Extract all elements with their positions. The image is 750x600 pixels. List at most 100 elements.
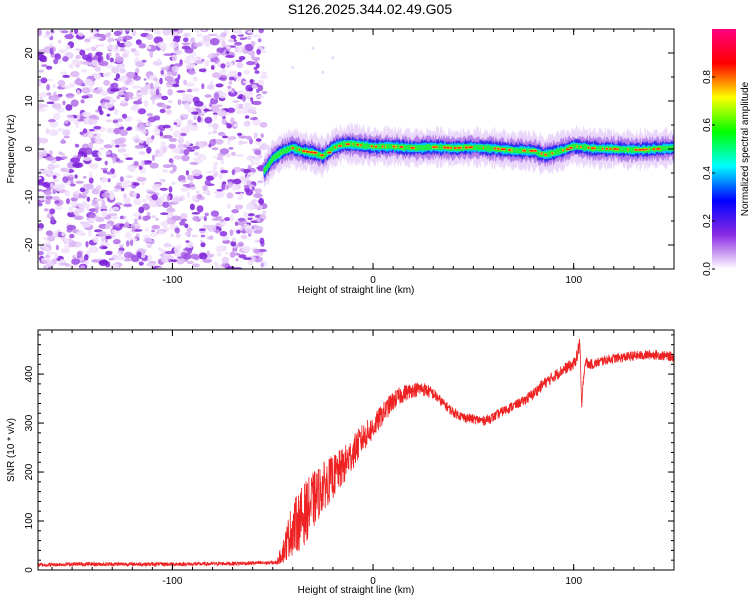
- noise-blob: [150, 203, 158, 207]
- colorbar-tick-label: 0.4: [702, 166, 713, 180]
- noise-blob: [237, 71, 242, 77]
- noise-blob: [188, 69, 196, 75]
- noise-blob: [173, 245, 181, 254]
- noise-blob: [38, 223, 44, 230]
- noise-blob: [163, 169, 169, 173]
- noise-blob: [155, 88, 160, 96]
- colorbar-tick-label: 0.8: [702, 70, 713, 84]
- noise-blob: [97, 231, 107, 237]
- noise-blob: [168, 100, 173, 103]
- noise-blob: [50, 216, 55, 223]
- noise-blob: [159, 108, 166, 114]
- noise-blob: [146, 113, 154, 117]
- noise-blob: [95, 44, 99, 48]
- noise-blob: [79, 114, 83, 122]
- noise-blob: [228, 90, 238, 97]
- noise-blob: [151, 135, 155, 140]
- noise-blob: [62, 100, 66, 106]
- noise-blob: [204, 41, 212, 47]
- noise-blob: [208, 235, 214, 240]
- noise-blob: [253, 224, 260, 232]
- noise-blob: [249, 117, 258, 121]
- noise-blob: [75, 180, 84, 184]
- noise-blob: [105, 223, 112, 230]
- noise-blob: [38, 103, 44, 110]
- noise-blob: [149, 50, 154, 59]
- noise-blob: [235, 109, 243, 115]
- noise-blob: [228, 80, 233, 85]
- noise-blob: [232, 185, 238, 192]
- noise-blob: [65, 44, 71, 51]
- noise-blob: [181, 179, 187, 183]
- noise-blob: [123, 203, 133, 208]
- noise-blob: [97, 151, 102, 157]
- noise-blob: [243, 120, 251, 127]
- noise-blob: [52, 84, 57, 89]
- noise-blob: [167, 88, 174, 96]
- noise-blob: [168, 126, 174, 132]
- snr-x-axis-label: Height of straight line (km): [298, 585, 415, 596]
- snr-x-tick-label: -100: [162, 576, 182, 587]
- noise-blob: [168, 143, 177, 149]
- noise-blob: [92, 120, 98, 126]
- noise-blob: [262, 210, 267, 214]
- noise-blob: [142, 198, 147, 203]
- noise-blob: [102, 246, 108, 249]
- noise-blob: [202, 259, 213, 263]
- noise-blob: [95, 116, 100, 121]
- noise-blob: [63, 120, 69, 125]
- noise-blob: [58, 48, 67, 54]
- noise-blob: [244, 36, 248, 40]
- noise-blob: [123, 197, 131, 204]
- noise-blob: [149, 162, 159, 169]
- ridge-entry: [278, 151, 282, 156]
- noise-blob: [68, 174, 74, 178]
- noise-blob: [200, 239, 204, 243]
- noise-blob: [176, 257, 185, 265]
- noise-blob: [237, 103, 244, 110]
- noise-blob: [219, 218, 225, 222]
- noise-blob: [61, 85, 69, 88]
- noise-blob: [99, 90, 109, 96]
- noise-blob: [244, 91, 253, 98]
- noise-blob: [111, 66, 120, 74]
- noise-blob: [67, 116, 75, 122]
- noise-blob: [62, 156, 68, 160]
- stray-blob: [291, 65, 295, 69]
- snr-series-line: [38, 339, 674, 568]
- noise-blob: [101, 210, 108, 218]
- noise-blob: [258, 85, 264, 92]
- noise-blob: [185, 82, 195, 87]
- noise-blob: [162, 164, 172, 169]
- noise-blob: [117, 252, 121, 260]
- noise-blob: [200, 234, 206, 238]
- noise-blob: [81, 111, 91, 118]
- noise-blob: [197, 115, 202, 123]
- noise-blob: [181, 155, 190, 162]
- noise-blob: [143, 78, 147, 81]
- noise-blob: [38, 250, 44, 256]
- noise-blob: [75, 190, 80, 195]
- noise-blob: [150, 232, 159, 237]
- ridge-peak-red: [551, 152, 553, 155]
- noise-blob: [98, 147, 105, 151]
- noise-blob: [206, 170, 216, 174]
- noise-blob: [76, 89, 81, 96]
- noise-blob: [237, 90, 245, 94]
- noise-blob: [226, 136, 235, 141]
- noise-blob: [52, 178, 60, 183]
- noise-blob: [104, 102, 114, 109]
- noise-blob: [246, 228, 253, 235]
- noise-blob: [38, 176, 42, 180]
- noise-blob: [204, 212, 209, 217]
- noise-blob: [153, 128, 161, 133]
- noise-blob: [215, 216, 223, 219]
- noise-blob: [211, 218, 221, 221]
- noise-blob: [191, 169, 202, 177]
- noise-blob: [184, 102, 191, 110]
- noise-blob: [141, 257, 148, 262]
- noise-blob: [253, 230, 262, 234]
- ridge-peak-red: [641, 148, 645, 151]
- noise-blob: [52, 196, 60, 201]
- noise-blob: [64, 34, 74, 40]
